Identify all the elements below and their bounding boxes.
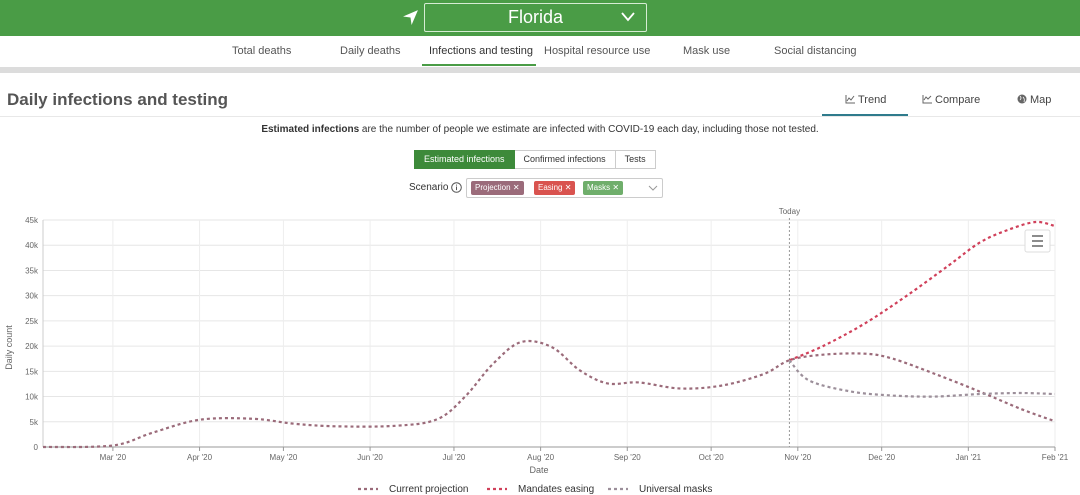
- metric-tests[interactable]: Tests: [615, 150, 656, 169]
- hamburger-menu-icon[interactable]: [1024, 229, 1051, 253]
- x-tick-label: Aug '20: [527, 453, 554, 462]
- chart-legend: Current projection Mandates easing Univers…: [358, 484, 712, 495]
- globe-icon: [1017, 94, 1027, 104]
- x-tick-label: Feb '21: [1042, 453, 1069, 462]
- metric-estimated-infections[interactable]: Estimated infections: [414, 150, 515, 169]
- state-select[interactable]: Florida: [424, 3, 647, 32]
- x-tick-label: Oct '20: [699, 453, 725, 462]
- navigation-arrow-icon[interactable]: [402, 9, 419, 26]
- legend-label: Current projection: [389, 484, 468, 495]
- nav-hospital-resource-use[interactable]: Hospital resource use: [544, 45, 651, 57]
- y-tick-label: 30k: [25, 292, 39, 301]
- chevron-down-icon[interactable]: [647, 183, 659, 193]
- close-icon[interactable]: ✕: [512, 183, 520, 192]
- x-axis: Mar '20 Apr '20 May '20 Jun '20 Jul '20 Aug '…: [100, 447, 1069, 462]
- scenario-chip-projection[interactable]: Projection ✕: [471, 181, 524, 195]
- nav-total-deaths[interactable]: Total deaths: [232, 45, 292, 57]
- tab-map-label: Map: [1030, 94, 1052, 106]
- description-bold: Estimated infections: [261, 124, 360, 135]
- y-tick-label: 45k: [25, 216, 39, 225]
- y-tick-label: 20k: [25, 342, 39, 351]
- y-tick-label: 15k: [25, 367, 39, 376]
- y-axis-title: Daily count: [4, 325, 14, 370]
- today-label: Today: [779, 207, 800, 216]
- series-line-mandates-easing: [788, 220, 1056, 362]
- nav-daily-deaths[interactable]: Daily deaths: [340, 45, 401, 57]
- series-line-current-projection: [42, 339, 1056, 449]
- x-tick-label: Nov '20: [784, 453, 811, 462]
- state-select-value: Florida: [507, 7, 564, 27]
- today-marker: Today: [779, 207, 800, 447]
- x-tick-label: Sep '20: [614, 453, 641, 462]
- scenario-chip-masks[interactable]: Masks ✕: [583, 181, 624, 195]
- y-tick-label: 10k: [25, 393, 39, 402]
- nav-infections-testing[interactable]: Infections and testing: [429, 45, 533, 57]
- x-tick-label: May '20: [270, 453, 298, 462]
- tab-compare[interactable]: Compare: [922, 94, 980, 106]
- y-axis: 0 5k 10k 15k 20k 25k 30k 35k 40k 45k: [25, 216, 39, 452]
- header-divider: [0, 116, 1080, 117]
- nav-social-distancing[interactable]: Social distancing: [774, 45, 857, 57]
- chart-grid: [42, 219, 1056, 448]
- compare-chart-icon: [922, 95, 932, 104]
- scenario-chip-label: Easing: [538, 183, 563, 192]
- close-icon[interactable]: ✕: [564, 183, 572, 192]
- main-nav: Total deaths Daily deaths Infections and…: [0, 36, 1080, 67]
- description-text: are the number of people we estimate are…: [359, 124, 819, 135]
- x-tick-label: Dec '20: [868, 453, 895, 462]
- metric-toggle: Estimated infections Confirmed infection…: [414, 150, 656, 169]
- info-circle-icon[interactable]: [451, 182, 462, 193]
- divider: [0, 67, 1080, 73]
- x-tick-label: Mar '20: [100, 453, 127, 462]
- metric-confirmed-infections[interactable]: Confirmed infections: [514, 150, 616, 169]
- page-title: Daily infections and testing: [7, 90, 229, 109]
- series-line-universal-masks: [788, 359, 1056, 398]
- x-tick-label: Jul '20: [443, 453, 466, 462]
- description: Estimated infections are the number of p…: [0, 124, 1080, 135]
- y-tick-label: 40k: [25, 241, 39, 250]
- chart-series: [42, 220, 1056, 449]
- y-tick-label: 5k: [30, 418, 39, 427]
- tab-compare-label: Compare: [935, 94, 981, 106]
- tab-map[interactable]: Map: [1017, 94, 1051, 106]
- close-icon[interactable]: ✕: [612, 183, 620, 192]
- tab-trend-label: Trend: [858, 94, 887, 106]
- legend-label: Mandates easing: [518, 484, 594, 495]
- chevron-down-icon: [621, 12, 635, 22]
- x-tick-label: Jan '21: [956, 453, 982, 462]
- infections-line-chart: Today 0 5k 10k 15k 20k 25k 30k 35k 40k 45k Mar '2…: [4, 207, 1069, 495]
- y-tick-label: 0: [34, 443, 39, 452]
- scenario-chip-easing[interactable]: Easing ✕: [534, 181, 576, 195]
- scenario-chip-label: Masks: [587, 183, 611, 192]
- x-tick-label: Jun '20: [357, 453, 383, 462]
- top-bar: Florida: [0, 0, 1080, 36]
- tab-trend[interactable]: Trend: [845, 94, 886, 106]
- nav-active-indicator: [422, 64, 536, 66]
- nav-mask-use[interactable]: Mask use: [683, 45, 731, 57]
- x-tick-label: Apr '20: [187, 453, 213, 462]
- scenario-select[interactable]: Projection ✕ Easing ✕ Masks ✕: [466, 178, 663, 198]
- scenario-chip-label: Projection: [475, 183, 511, 192]
- y-tick-label: 25k: [25, 317, 39, 326]
- legend-label: Universal masks: [639, 484, 712, 495]
- scenario-label: Scenario: [409, 182, 449, 193]
- view-tab-indicator: [822, 114, 908, 116]
- line-chart-icon: [845, 95, 855, 104]
- x-axis-title: Date: [529, 465, 548, 475]
- y-tick-label: 35k: [25, 266, 39, 275]
